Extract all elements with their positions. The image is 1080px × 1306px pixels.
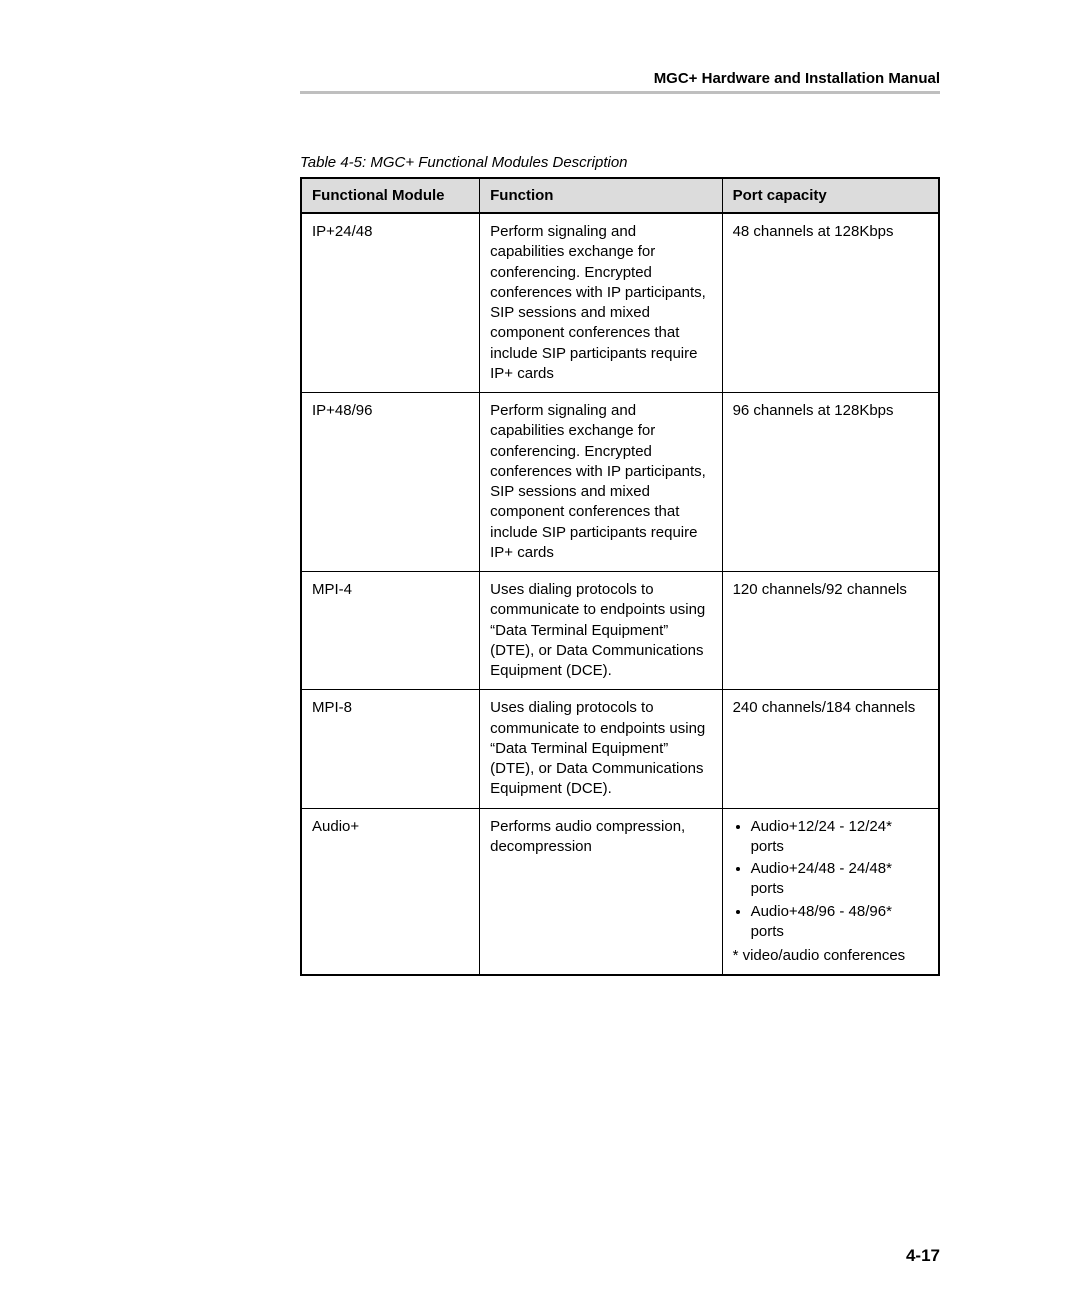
table-row: MPI-4 Uses dialing protocols to communic… [301,572,939,690]
header-rule [300,91,940,94]
table-caption: Table 4-5: MGC+ Functional Modules Descr… [300,154,940,171]
list-item: Audio+48/96 - 48/96* ports [751,902,928,943]
running-header: MGC+ Hardware and Installation Manual [300,70,940,87]
cell-module: IP+48/96 [301,393,480,572]
list-item: Audio+24/48 - 24/48* ports [751,859,928,900]
cell-module: IP+24/48 [301,213,480,393]
page: MGC+ Hardware and Installation Manual Ta… [0,0,1080,1306]
cell-function: Uses dialing protocols to communicate to… [480,690,722,808]
cell-function: Performs audio compression, decompressio… [480,808,722,975]
table-row: IP+48/96 Perform signaling and capabilit… [301,393,939,572]
table-header-row: Functional Module Function Port capacity [301,178,939,213]
col-header-function: Function [480,178,722,213]
capacity-list: Audio+12/24 - 12/24* ports Audio+24/48 -… [733,817,928,943]
cell-module: MPI-4 [301,572,480,690]
col-header-module: Functional Module [301,178,480,213]
page-number: 4-17 [906,1246,940,1266]
modules-table: Functional Module Function Port capacity… [300,177,940,976]
cell-function: Uses dialing protocols to communicate to… [480,572,722,690]
cell-function: Perform signaling and capabilities excha… [480,393,722,572]
cell-capacity: 120 channels/92 channels [722,572,939,690]
table-row: MPI-8 Uses dialing protocols to communic… [301,690,939,808]
col-header-capacity: Port capacity [722,178,939,213]
capacity-footnote: * video/audio conferences [733,946,928,966]
cell-capacity: 48 channels at 128Kbps [722,213,939,393]
cell-capacity: 96 channels at 128Kbps [722,393,939,572]
table-row: Audio+ Performs audio compression, decom… [301,808,939,975]
cell-module: Audio+ [301,808,480,975]
cell-capacity: 240 channels/184 channels [722,690,939,808]
list-item: Audio+12/24 - 12/24* ports [751,817,928,858]
cell-function: Perform signaling and capabilities excha… [480,213,722,393]
table-row: IP+24/48 Perform signaling and capabilit… [301,213,939,393]
cell-module: MPI-8 [301,690,480,808]
cell-capacity: Audio+12/24 - 12/24* ports Audio+24/48 -… [722,808,939,975]
